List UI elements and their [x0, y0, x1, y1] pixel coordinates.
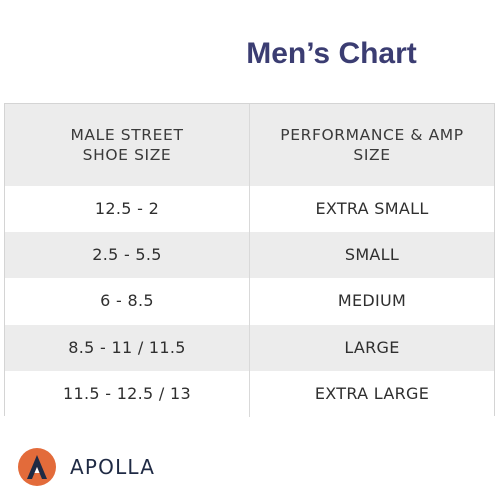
- street-size-cell: 6 - 8.5: [5, 278, 250, 325]
- amp-size-cell: LARGE: [344, 337, 400, 357]
- table-row: 8.5 - 11 / 11.5 LARGE: [5, 324, 494, 371]
- amp-size-cell: MEDIUM: [337, 291, 407, 311]
- size-chart-table: MALE STREET SHOE SIZE PERFORMANCE & AMP …: [4, 103, 495, 417]
- header-performance-amp-size: PERFORMANCE & AMP SIZE: [280, 126, 464, 164]
- amp-size-cell: EXTRA SMALL: [315, 199, 429, 219]
- street-size-cell: 12.5 - 2: [5, 186, 250, 233]
- apolla-logo-icon: [18, 448, 56, 486]
- table-row: 11.5 - 12.5 / 13 EXTRA LARGE: [5, 370, 494, 417]
- chart-title: Men’s Chart: [246, 37, 417, 70]
- table-header-row: MALE STREET SHOE SIZE PERFORMANCE & AMP …: [5, 104, 494, 186]
- amp-size-cell: EXTRA LARGE: [314, 383, 430, 403]
- header-street-shoe-size: MALE STREET SHOE SIZE: [5, 104, 250, 186]
- brand-logo: APOLLA: [18, 448, 155, 486]
- table-row: 2.5 - 5.5 SMALL: [5, 232, 494, 279]
- table-row: 12.5 - 2 EXTRA SMALL: [5, 186, 494, 233]
- brand-name: APOLLA: [70, 455, 156, 479]
- street-size-cell: 2.5 - 5.5: [5, 232, 250, 279]
- street-size-cell: 8.5 - 11 / 11.5: [5, 324, 250, 371]
- street-size-cell: 11.5 - 12.5 / 13: [5, 370, 250, 417]
- amp-size-cell: SMALL: [344, 245, 400, 265]
- table-row: 6 - 8.5 MEDIUM: [5, 278, 494, 325]
